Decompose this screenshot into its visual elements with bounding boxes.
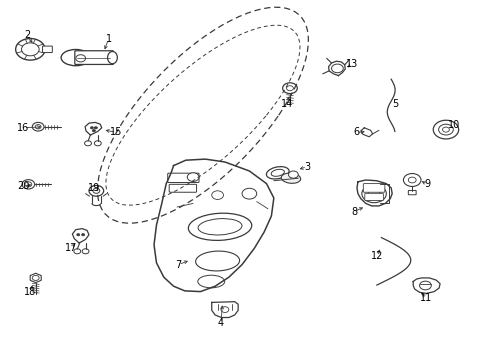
Ellipse shape (270, 169, 284, 176)
Text: 7: 7 (175, 260, 181, 270)
Text: 12: 12 (370, 251, 383, 261)
Circle shape (288, 171, 298, 178)
Circle shape (35, 125, 41, 129)
Ellipse shape (61, 49, 90, 66)
Text: 10: 10 (447, 120, 459, 130)
Text: 19: 19 (87, 183, 100, 193)
FancyBboxPatch shape (167, 173, 199, 183)
Text: 8: 8 (350, 207, 356, 217)
Circle shape (77, 234, 80, 236)
Ellipse shape (195, 251, 239, 271)
Ellipse shape (197, 275, 224, 288)
FancyBboxPatch shape (363, 184, 384, 192)
Circle shape (438, 124, 452, 135)
Circle shape (90, 127, 93, 129)
Ellipse shape (281, 173, 300, 183)
Circle shape (361, 185, 386, 203)
Circle shape (442, 127, 448, 132)
FancyBboxPatch shape (169, 184, 196, 192)
Ellipse shape (266, 167, 288, 179)
Text: 6: 6 (352, 127, 358, 138)
Text: 1: 1 (105, 34, 111, 44)
Ellipse shape (188, 213, 251, 240)
Text: 3: 3 (304, 162, 309, 172)
FancyBboxPatch shape (364, 193, 383, 201)
Circle shape (93, 188, 100, 193)
Text: 4: 4 (218, 318, 224, 328)
Circle shape (403, 174, 420, 186)
Circle shape (32, 122, 44, 131)
Circle shape (331, 64, 343, 73)
Ellipse shape (107, 51, 117, 64)
Circle shape (187, 173, 199, 181)
Circle shape (74, 249, 81, 254)
Circle shape (94, 141, 101, 146)
Text: 16: 16 (17, 123, 30, 133)
Text: 9: 9 (424, 179, 429, 189)
Text: 18: 18 (24, 287, 37, 297)
Circle shape (81, 234, 84, 236)
Circle shape (282, 83, 297, 94)
Circle shape (16, 39, 45, 60)
Text: 13: 13 (345, 59, 358, 69)
Circle shape (82, 249, 89, 254)
Circle shape (21, 43, 39, 56)
Circle shape (25, 182, 32, 187)
Circle shape (211, 191, 223, 199)
Circle shape (84, 141, 91, 146)
Text: 15: 15 (110, 127, 122, 138)
Circle shape (367, 189, 379, 198)
Circle shape (221, 307, 228, 312)
Circle shape (94, 127, 97, 129)
Circle shape (89, 185, 103, 196)
Text: 17: 17 (64, 243, 77, 253)
Ellipse shape (198, 219, 242, 235)
FancyBboxPatch shape (407, 190, 415, 195)
Text: 2: 2 (24, 30, 30, 40)
Text: 5: 5 (391, 99, 397, 109)
Text: 11: 11 (419, 293, 432, 303)
Circle shape (92, 130, 95, 132)
Circle shape (22, 180, 35, 189)
Circle shape (419, 281, 430, 290)
FancyBboxPatch shape (75, 51, 113, 64)
Circle shape (286, 86, 293, 91)
Text: 20: 20 (17, 181, 30, 191)
Circle shape (32, 275, 39, 280)
FancyBboxPatch shape (42, 46, 52, 53)
Circle shape (407, 177, 415, 183)
Circle shape (432, 120, 458, 139)
Text: 14: 14 (281, 99, 293, 109)
Circle shape (242, 188, 256, 199)
Circle shape (76, 55, 85, 62)
Polygon shape (30, 273, 41, 283)
